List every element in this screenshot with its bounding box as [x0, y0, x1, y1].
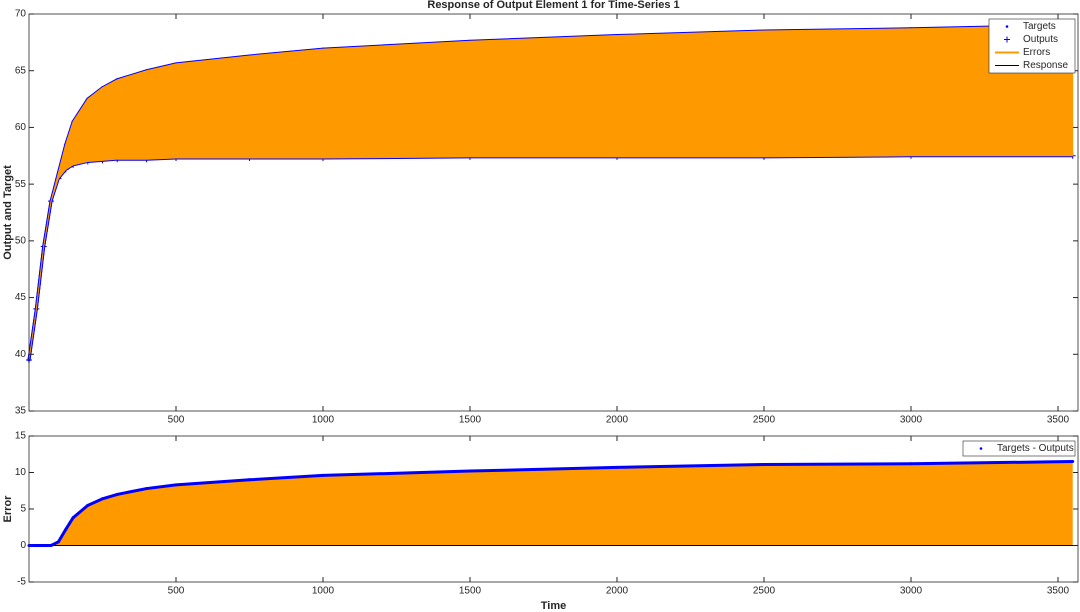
legend-label: Targets	[1023, 21, 1056, 32]
dot-marker	[762, 462, 766, 466]
dot-marker	[42, 544, 46, 547]
y-tick-label: 70	[15, 9, 27, 20]
dot-marker	[115, 492, 119, 496]
error-band	[28, 24, 1074, 361]
x-tick-label: 2500	[753, 586, 776, 597]
chart-title: Response of Output Element 1 for Time-Se…	[427, 0, 679, 11]
dot-marker	[34, 544, 38, 547]
legend-label: Targets - Outputs	[997, 443, 1074, 454]
dot-marker	[321, 473, 325, 477]
dot-marker	[174, 483, 178, 487]
dot-marker	[64, 527, 68, 531]
legend-box	[962, 440, 1076, 457]
x-tick-label: 2500	[753, 415, 776, 426]
legend-swatch	[979, 447, 983, 450]
legend-label: Response	[1023, 60, 1068, 71]
y-axis-label: Output and Target	[2, 165, 14, 260]
x-tick-label: 500	[168, 415, 185, 426]
x-tick-label: 1500	[459, 415, 482, 426]
plot-area	[26, 23, 1076, 363]
axes-frame	[28, 13, 1079, 412]
x-tick-label: 2000	[606, 415, 629, 426]
y-tick-label: 35	[15, 406, 27, 417]
x-tick-label: 1000	[312, 415, 335, 426]
dot-marker	[248, 478, 252, 482]
dot-marker	[56, 540, 60, 544]
x-tick-label: 2000	[606, 586, 629, 597]
x-tick-label: 3000	[900, 586, 923, 597]
y-tick-label: 40	[15, 349, 27, 360]
y-tick-label: 50	[15, 235, 27, 246]
dot-marker	[468, 469, 472, 473]
dot-marker	[71, 516, 75, 520]
y-tick-label: 15	[15, 431, 27, 442]
x-tick-label: 3500	[1047, 586, 1070, 597]
dot-marker	[145, 487, 149, 491]
y-tick-label: 60	[15, 122, 27, 133]
dot-marker	[86, 503, 90, 507]
dot-marker	[49, 544, 53, 547]
x-tick-label: 3500	[1047, 415, 1070, 426]
y-tick-label: 0	[20, 540, 26, 551]
y-tick-label: -5	[17, 577, 26, 588]
y-tick-label: 65	[15, 65, 27, 76]
dot-marker	[101, 497, 105, 501]
legend-swatch	[1005, 25, 1009, 28]
y-tick-label: 55	[15, 179, 27, 190]
legend-label: Errors	[1023, 47, 1050, 58]
y-axis-label: Error	[2, 495, 14, 523]
dot-marker	[615, 465, 619, 469]
y-tick-label: 5	[20, 504, 26, 515]
y-tick-label: 45	[15, 292, 27, 303]
dot-marker	[909, 462, 913, 466]
dot-marker	[1071, 460, 1075, 464]
legend-box	[988, 18, 1076, 74]
y-tick-label: 10	[15, 467, 27, 478]
x-tick-label: 3000	[900, 415, 923, 426]
plot-area	[27, 460, 1078, 547]
legend-swatch	[1004, 36, 1010, 43]
error-area	[29, 461, 1073, 546]
x-tick-label: 1500	[459, 586, 482, 597]
legend-label: Outputs	[1023, 34, 1058, 45]
x-tick-label: 1000	[312, 586, 335, 597]
x-tick-label: 500	[168, 586, 185, 597]
x-axis-label: Time	[541, 600, 566, 612]
